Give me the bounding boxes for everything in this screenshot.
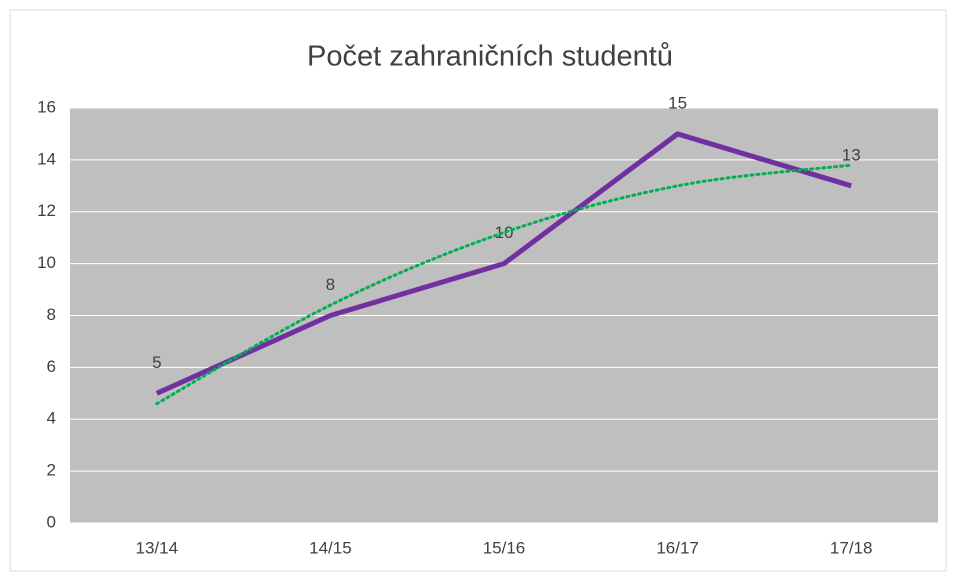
y-tick-label: 4 xyxy=(47,409,56,428)
y-tick-label: 8 xyxy=(47,305,56,324)
chart-title: Počet zahraničních studentů xyxy=(307,41,673,73)
y-tick-label: 2 xyxy=(47,461,56,480)
data-label: 15 xyxy=(668,93,687,112)
y-tick-label: 14 xyxy=(37,149,56,168)
y-tick-label: 12 xyxy=(37,201,56,220)
x-tick-label: 15/16 xyxy=(483,538,526,557)
y-tick-label: 6 xyxy=(47,357,56,376)
data-label: 5 xyxy=(152,353,161,372)
data-label: 13 xyxy=(842,145,861,164)
x-tick-label: 14/15 xyxy=(309,538,352,557)
x-tick-label: 17/18 xyxy=(830,538,873,557)
x-tick-label: 16/17 xyxy=(656,538,699,557)
trendline xyxy=(155,163,853,406)
data-label: 10 xyxy=(495,223,514,242)
data-line xyxy=(155,131,852,396)
y-tick-label: 16 xyxy=(37,97,56,116)
y-tick-label: 0 xyxy=(47,512,56,531)
data-label: 8 xyxy=(326,275,335,294)
x-tick-label: 13/14 xyxy=(136,538,179,557)
y-tick-label: 10 xyxy=(37,253,56,272)
